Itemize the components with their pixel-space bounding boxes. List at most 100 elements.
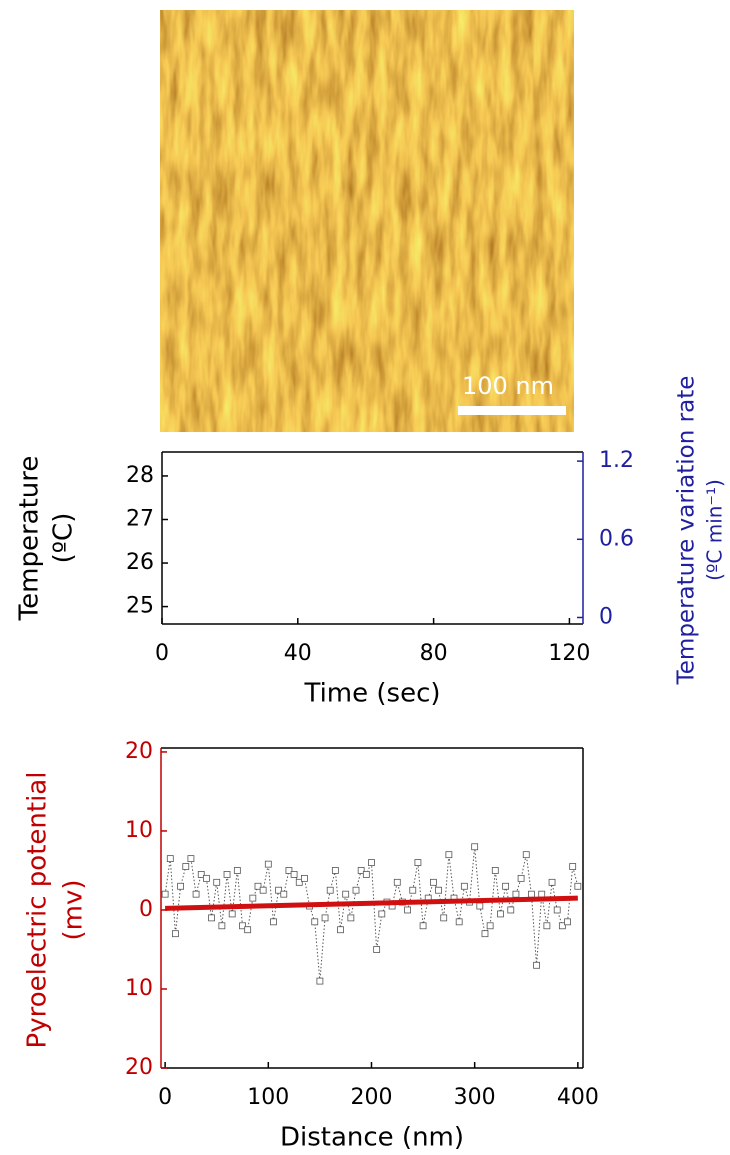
data-point — [275, 886, 283, 894]
y-axis-title: Temperature — [15, 456, 45, 622]
data-point — [481, 930, 489, 938]
data-point — [342, 890, 350, 898]
data-point — [564, 918, 571, 926]
data-point — [213, 878, 221, 886]
data-point — [280, 890, 288, 898]
x-tick-label: 400 — [557, 1085, 599, 1110]
data-point — [445, 851, 453, 859]
data-point — [497, 910, 504, 918]
data-point — [414, 859, 422, 866]
data-point — [218, 922, 226, 930]
data-point — [182, 863, 190, 870]
data-point — [486, 922, 494, 930]
y-tick-label: 10 — [125, 976, 153, 1001]
data-point — [368, 859, 375, 866]
data-point — [264, 860, 272, 868]
x-tick-label: 0 — [158, 1085, 172, 1110]
data-point — [326, 886, 334, 894]
data-point — [502, 882, 510, 890]
data-point — [337, 926, 344, 934]
x-tick-label: 120 — [548, 641, 590, 666]
data-point — [491, 867, 499, 874]
data-point — [187, 855, 195, 863]
data-point — [512, 890, 520, 898]
data-point — [352, 886, 360, 894]
data-point — [321, 914, 329, 922]
data-point — [331, 867, 339, 874]
data-point — [455, 918, 463, 926]
x-tick-label: 200 — [350, 1085, 392, 1110]
data-point — [378, 910, 386, 918]
data-point — [311, 918, 319, 926]
data-point — [543, 922, 551, 930]
y2-tick-label: 1.2 — [599, 448, 634, 473]
y2-tick-label: 0.6 — [599, 526, 634, 551]
y-tick-label: 20 — [125, 1055, 153, 1080]
data-point — [244, 926, 252, 934]
data-point — [223, 871, 231, 878]
connector-line — [164, 846, 579, 982]
y-tick-label: 20 — [125, 739, 153, 764]
data-point — [259, 886, 267, 894]
data-point — [373, 946, 381, 953]
data-point — [357, 867, 365, 874]
y-tick-label: 0 — [139, 897, 153, 922]
data-point — [533, 961, 540, 969]
afm-texture — [160, 10, 574, 432]
data-point — [362, 871, 370, 878]
y-axis-title: Pyroelectric potential — [23, 772, 53, 1049]
data-point — [290, 871, 298, 878]
data-point — [202, 874, 210, 882]
x-tick-label: 80 — [420, 641, 448, 666]
data-point — [161, 890, 169, 898]
data-point — [192, 890, 200, 898]
data-point — [316, 977, 324, 985]
data-point — [177, 882, 185, 890]
y-tick-label: 26 — [126, 550, 154, 575]
data-point — [172, 930, 179, 938]
x-tick-label: 300 — [454, 1085, 496, 1110]
x-tick-label: 100 — [247, 1085, 289, 1110]
data-point — [522, 851, 530, 859]
data-point — [476, 902, 484, 910]
data-point — [558, 922, 566, 930]
y2-tick-label: 0 — [599, 604, 613, 629]
data-point — [301, 874, 308, 882]
data-point — [347, 914, 355, 922]
data-point — [429, 878, 437, 886]
series-line — [165, 895, 578, 911]
data-point — [553, 906, 561, 914]
x-tick-label: 0 — [155, 641, 169, 666]
data-point — [409, 886, 417, 894]
data-point — [517, 874, 525, 882]
x-tick-label: 40 — [284, 641, 312, 666]
data-point — [471, 843, 479, 851]
y-axis-title: (ºC) — [49, 513, 79, 564]
y-tick-label: 10 — [125, 818, 153, 843]
data-point — [419, 922, 427, 930]
data-point — [393, 878, 401, 886]
data-point — [228, 910, 236, 918]
y-tick-label: 28 — [126, 463, 154, 488]
x-axis-title: Distance (nm) — [280, 1123, 464, 1153]
scale-bar — [458, 406, 566, 415]
data-point — [208, 914, 215, 922]
data-point — [239, 922, 246, 930]
data-point — [233, 867, 241, 874]
data-point — [548, 878, 556, 886]
y2-axis-title: Temperature variation rate — [674, 376, 700, 686]
data-point — [285, 867, 293, 874]
data-point — [254, 882, 262, 890]
data-point — [460, 882, 468, 890]
scale-bar-label: 100 nm — [462, 372, 554, 400]
x-axis-title: Time (sec) — [303, 679, 440, 709]
data-point — [507, 906, 515, 914]
y-tick-label: 27 — [126, 506, 154, 531]
data-point — [569, 863, 577, 870]
y2-axis-title: (ºC min⁻¹) — [703, 479, 727, 581]
data-point — [249, 894, 257, 902]
data-point — [440, 914, 448, 922]
data-point — [270, 918, 277, 926]
data-point — [538, 890, 546, 898]
